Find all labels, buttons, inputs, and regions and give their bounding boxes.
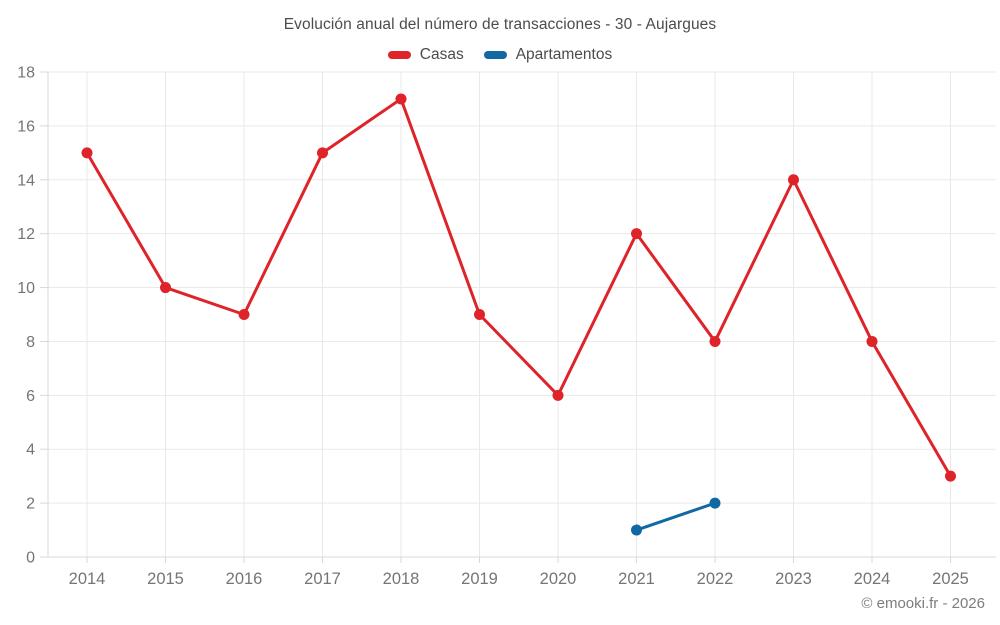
svg-text:4: 4 (26, 442, 35, 459)
svg-text:18: 18 (17, 65, 35, 82)
svg-text:2024: 2024 (854, 570, 891, 588)
svg-text:2019: 2019 (461, 570, 498, 588)
legend-label-apartamentos: Apartamentos (515, 46, 613, 63)
legend-item-casas[interactable]: Casas (387, 46, 464, 64)
svg-text:0: 0 (26, 550, 35, 567)
svg-text:16: 16 (17, 118, 35, 135)
svg-text:2020: 2020 (540, 570, 577, 588)
svg-text:10: 10 (17, 280, 35, 297)
svg-text:2023: 2023 (775, 570, 812, 588)
svg-text:2017: 2017 (304, 570, 341, 588)
copyright-footer: © emooki.fr - 2026 (861, 595, 985, 612)
legend-item-apartamentos[interactable]: Apartamentos (483, 46, 613, 64)
legend-label-casas: Casas (419, 46, 464, 63)
chart-title: Evolución anual del número de transaccio… (283, 16, 717, 33)
svg-text:6: 6 (26, 388, 35, 405)
chart-legend: Casas Apartamentos (0, 46, 1000, 64)
svg-text:2018: 2018 (383, 570, 420, 588)
svg-text:14: 14 (17, 172, 35, 189)
svg-text:12: 12 (17, 226, 35, 243)
svg-text:2021: 2021 (618, 570, 655, 588)
svg-text:2015: 2015 (147, 570, 184, 588)
svg-text:2025: 2025 (932, 570, 969, 588)
svg-text:2014: 2014 (69, 570, 106, 588)
svg-text:2016: 2016 (226, 570, 263, 588)
svg-text:8: 8 (26, 334, 35, 351)
svg-text:2: 2 (26, 496, 35, 513)
svg-text:2022: 2022 (697, 570, 734, 588)
apartamentos-swatch-icon (483, 51, 507, 59)
casas-swatch-icon (387, 51, 411, 59)
